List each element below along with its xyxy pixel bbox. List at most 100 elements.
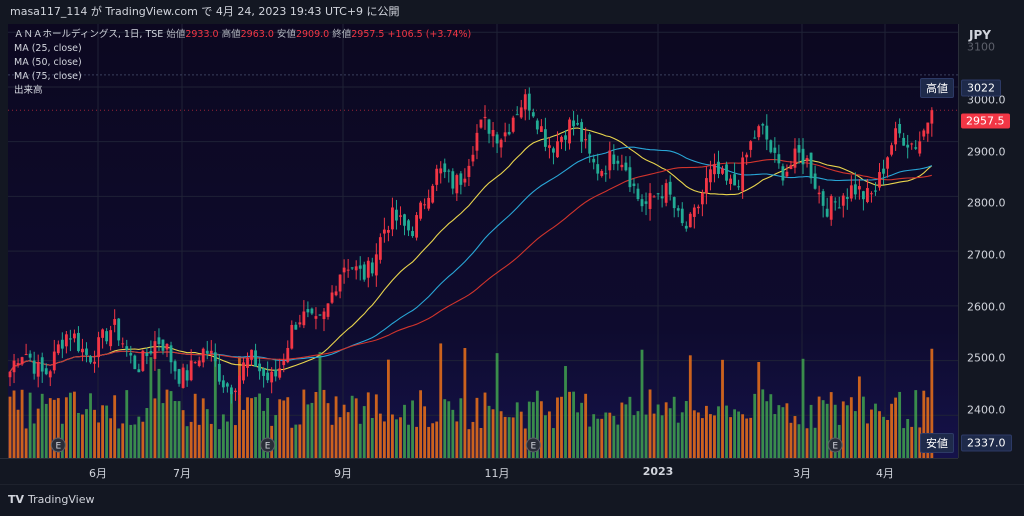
volume-bar <box>503 416 507 458</box>
footer: TV TradingView <box>0 484 1024 516</box>
volume-bar <box>370 417 374 458</box>
volume-bar <box>833 404 837 458</box>
candle-body <box>523 94 527 110</box>
y-tick-2500: 2500.0 <box>967 351 1006 365</box>
volume-bar <box>77 412 80 458</box>
volume-bar <box>515 402 519 458</box>
candle-body <box>189 360 193 381</box>
volume-bar <box>906 419 910 458</box>
candle-body <box>503 132 507 137</box>
candle-body <box>354 266 358 271</box>
volume-bar <box>149 357 153 458</box>
volume-bar <box>471 421 475 458</box>
candle-body <box>588 134 592 154</box>
candle-body <box>60 339 64 349</box>
legend-symbol[interactable]: ＡＮＡホールディングス, 1日, TSE <box>14 29 164 40</box>
volume-bar <box>439 343 443 458</box>
volume-bar <box>725 405 728 458</box>
candle-body <box>24 354 28 356</box>
volume-bar <box>310 402 314 458</box>
candle-body <box>821 191 825 206</box>
candle-body <box>181 367 185 388</box>
candle-body <box>628 167 632 188</box>
volume-bar <box>338 417 342 458</box>
volume-bar <box>644 414 648 458</box>
candle-body <box>419 202 423 219</box>
volume-bar <box>733 409 736 458</box>
y-tick-2700: 2700.0 <box>967 248 1006 262</box>
candle-body <box>930 110 934 124</box>
candle-body <box>853 184 857 195</box>
candle-body <box>894 128 898 145</box>
candle-body <box>676 208 680 211</box>
volume-bar <box>173 401 177 458</box>
candle-body <box>813 173 817 189</box>
volume-bar <box>672 396 676 458</box>
legend-ma25[interactable]: MA (25, close) <box>14 43 82 54</box>
tradingview-logo[interactable]: TV TradingView <box>8 493 95 506</box>
volume-bar <box>845 405 849 458</box>
candle-body <box>757 126 761 138</box>
candle-body <box>32 360 36 374</box>
candle-body <box>837 207 841 209</box>
volume-bar <box>753 393 757 458</box>
candle-body <box>12 360 16 373</box>
candle-body <box>789 165 793 170</box>
candle-body <box>133 355 137 370</box>
volume-bar <box>105 405 109 458</box>
volume-bar <box>495 353 499 458</box>
legend-change: +106.5 (+3.74%) <box>387 29 472 40</box>
legend-ma75[interactable]: MA (75, close) <box>14 71 82 82</box>
candle-body <box>805 158 809 162</box>
candle-body <box>250 349 253 360</box>
volume-bar <box>16 409 20 458</box>
y-tick-3000: 3000.0 <box>967 93 1006 107</box>
volume-bar <box>121 423 125 458</box>
candle-body <box>531 112 535 117</box>
candle-body <box>527 93 531 111</box>
candle-body <box>741 157 745 191</box>
volume-bar <box>793 416 797 458</box>
volume-bar <box>616 424 620 458</box>
volume-bar <box>829 392 833 458</box>
volume-bar <box>12 390 16 458</box>
legend-ma50[interactable]: MA (50, close) <box>14 57 82 68</box>
candle-body <box>777 154 781 164</box>
candle-body <box>729 178 732 184</box>
candle-body <box>487 119 491 134</box>
volume-bar <box>354 398 358 458</box>
price-axis[interactable]: JPY 3100 3000.0 2900.0 2800.0 2700.0 260… <box>958 24 1024 458</box>
volume-bar <box>64 397 68 458</box>
candle-body <box>73 333 76 339</box>
y-tick-2800: 2800.0 <box>967 196 1006 210</box>
earnings-marker-label: E <box>265 442 271 452</box>
candle-body <box>165 343 169 350</box>
currency-unit: JPY <box>969 28 991 42</box>
candle-body <box>745 154 749 158</box>
volume-bar <box>48 398 52 458</box>
volume-bar <box>254 397 257 458</box>
candle-body <box>169 345 173 363</box>
volume-bar <box>350 395 354 458</box>
legend-volume[interactable]: 出来高 <box>14 85 43 96</box>
volume-bar <box>161 403 165 458</box>
volume-bar <box>242 409 245 458</box>
candle-body <box>495 134 499 144</box>
volume-bar <box>523 428 527 458</box>
candle-body <box>242 362 245 381</box>
volume-bar <box>797 424 801 458</box>
candle-body <box>16 363 20 365</box>
candle-body <box>684 225 688 229</box>
candle-body <box>713 164 716 175</box>
volume-bar <box>853 411 857 458</box>
candle-body <box>857 186 861 190</box>
candle-body <box>922 130 926 137</box>
time-axis[interactable]: 6月 7月 9月 11月 2023 3月 4月 <box>0 458 958 485</box>
volume-bar <box>205 409 209 458</box>
candle-body <box>519 107 523 118</box>
candle-body <box>849 185 853 199</box>
legend-high-label: 高値 <box>221 29 241 40</box>
volume-bar <box>890 403 893 458</box>
